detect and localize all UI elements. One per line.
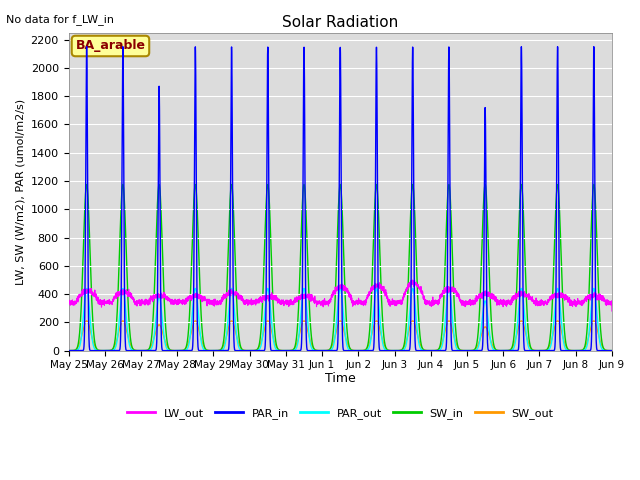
Text: No data for f_LW_in: No data for f_LW_in — [6, 14, 115, 25]
Title: Solar Radiation: Solar Radiation — [282, 15, 398, 30]
Text: BA_arable: BA_arable — [76, 39, 145, 52]
Y-axis label: LW, SW (W/m2), PAR (umol/m2/s): LW, SW (W/m2), PAR (umol/m2/s) — [15, 98, 25, 285]
Legend: LW_out, PAR_in, PAR_out, SW_in, SW_out: LW_out, PAR_in, PAR_out, SW_in, SW_out — [123, 404, 558, 424]
X-axis label: Time: Time — [325, 372, 356, 385]
